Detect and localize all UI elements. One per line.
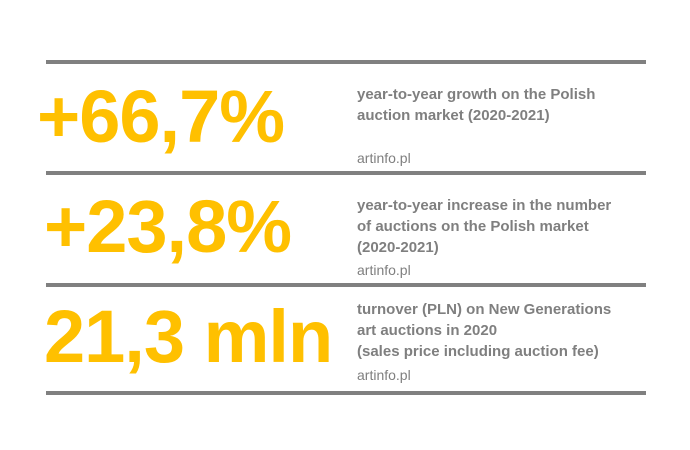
divider <box>46 171 646 175</box>
source-label: artinfo.pl <box>357 367 411 383</box>
description-line: auction market (2020-2021) <box>357 107 550 124</box>
description-line: year-to-year increase in the number <box>357 197 612 214</box>
divider <box>46 283 646 287</box>
description-line: art auctions in 2020 <box>357 322 498 339</box>
description-line: year-to-year growth on the Polish <box>357 86 596 103</box>
stat-description: year-to-year increase in the number of a… <box>357 195 657 258</box>
source-label: artinfo.pl <box>357 150 411 166</box>
divider <box>46 60 646 64</box>
divider <box>46 391 646 395</box>
description-line: (sales price including auction fee) <box>357 343 599 360</box>
description-line: turnover (PLN) on New Generations <box>357 301 612 318</box>
source-label: artinfo.pl <box>357 262 411 278</box>
stat-value-auction-count: +23,8% <box>44 185 292 268</box>
stat-value-auction-growth: +66,7% <box>37 75 285 158</box>
stat-description: turnover (PLN) on New Generations art au… <box>357 299 657 362</box>
description-line: (2020-2021) <box>357 239 439 256</box>
description-line: of auctions on the Polish market <box>357 218 589 235</box>
stat-value-turnover: 21,3 mln <box>44 295 333 378</box>
stat-description: year-to-year growth on the Polish auctio… <box>357 84 657 126</box>
